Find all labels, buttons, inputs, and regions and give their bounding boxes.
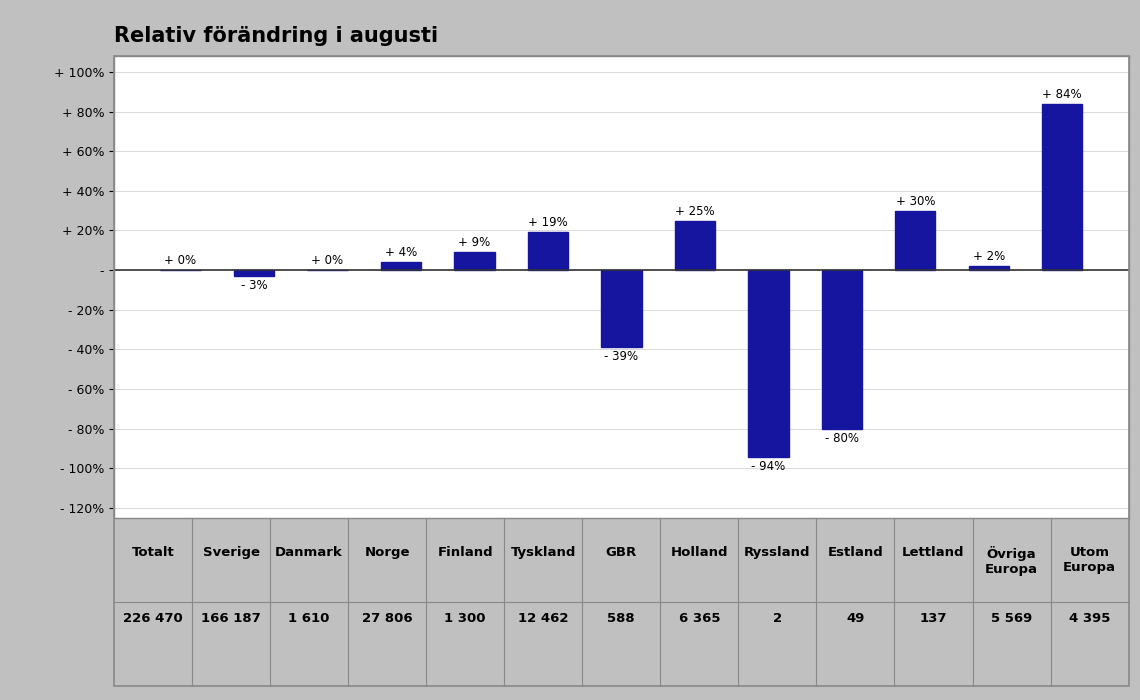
Bar [969, 266, 1009, 270]
Text: Totalt: Totalt [131, 546, 174, 559]
Text: 137: 137 [920, 612, 947, 626]
Text: 2: 2 [773, 612, 782, 626]
Text: 4 395: 4 395 [1069, 612, 1110, 626]
Text: - 39%: - 39% [604, 351, 638, 363]
Bar [675, 220, 715, 270]
Text: Danmark: Danmark [275, 546, 343, 559]
Bar [748, 270, 789, 456]
Bar [381, 262, 421, 270]
Text: 588: 588 [608, 612, 635, 626]
Text: Övriga
Europa: Övriga Europa [985, 546, 1039, 576]
Text: Relativ förändring i augusti: Relativ förändring i augusti [114, 26, 438, 46]
Text: Utom
Europa: Utom Europa [1064, 546, 1116, 574]
Text: + 19%: + 19% [528, 216, 568, 230]
Text: 1 300: 1 300 [445, 612, 486, 626]
Bar [234, 270, 274, 276]
Text: + 84%: + 84% [1042, 88, 1082, 101]
Text: 226 470: 226 470 [123, 612, 182, 626]
Text: 5 569: 5 569 [991, 612, 1032, 626]
Text: 166 187: 166 187 [201, 612, 261, 626]
Text: 6 365: 6 365 [678, 612, 720, 626]
Text: 27 806: 27 806 [361, 612, 413, 626]
Bar [822, 270, 862, 429]
Text: + 25%: + 25% [675, 204, 715, 218]
Text: Norge: Norge [365, 546, 410, 559]
Text: Sverige: Sverige [203, 546, 260, 559]
Text: GBR: GBR [605, 546, 637, 559]
Text: - 80%: - 80% [824, 432, 858, 444]
Text: + 4%: + 4% [384, 246, 417, 259]
Text: 49: 49 [846, 612, 864, 626]
Bar [454, 252, 495, 270]
Text: - 94%: - 94% [751, 459, 785, 473]
Bar [895, 211, 936, 270]
Text: 1 610: 1 610 [288, 612, 329, 626]
Text: Ryssland: Ryssland [744, 546, 811, 559]
Bar [601, 270, 642, 347]
Text: + 9%: + 9% [458, 237, 490, 249]
Bar [528, 232, 568, 270]
Bar [1042, 104, 1083, 270]
Text: Lettland: Lettland [902, 546, 964, 559]
Text: Estland: Estland [828, 546, 884, 559]
Text: + 30%: + 30% [896, 195, 935, 208]
Text: + 2%: + 2% [972, 250, 1004, 263]
Text: Finland: Finland [438, 546, 492, 559]
Text: Tyskland: Tyskland [511, 546, 576, 559]
Text: + 0%: + 0% [164, 254, 196, 267]
Text: - 3%: - 3% [241, 279, 267, 292]
Text: 12 462: 12 462 [518, 612, 569, 626]
Text: Holland: Holland [670, 546, 728, 559]
Text: + 0%: + 0% [311, 254, 343, 267]
